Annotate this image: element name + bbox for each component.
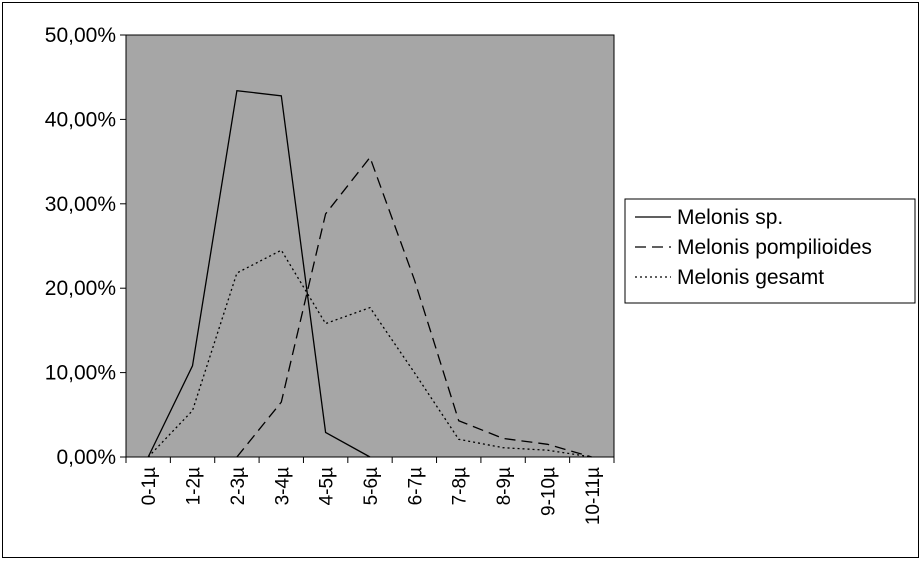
legend-label: Melonis sp. xyxy=(677,206,783,229)
x-tick-label: 3-4µ xyxy=(272,467,293,505)
series-lines xyxy=(147,89,592,458)
y-tick-label: 40,00% xyxy=(45,108,116,131)
x-tick-label: 10-11µ xyxy=(583,467,604,525)
series-line-1 xyxy=(147,89,371,458)
series-line-2 xyxy=(236,156,592,458)
plot-area xyxy=(125,34,615,458)
line-chart: 0,00% 10,00% 20,00% 30,00% 40,00% 50,00% 0-1µ… xyxy=(45,24,916,525)
legend-label: Melonis gesamt xyxy=(677,266,824,289)
legend-box xyxy=(624,198,916,304)
y-tick-label: 10,00% xyxy=(45,362,116,385)
x-tick-label: 7-8µ xyxy=(450,467,471,505)
x-tick-label: 8-9µ xyxy=(494,467,515,505)
x-axis: 0-1µ 1-2µ 2-3µ 3-4µ 4-5µ 5-6µ 6-7µ 7-8µ 8-9µ 9-10… xyxy=(125,457,615,525)
x-tick-label: 0-1µ xyxy=(139,467,160,505)
y-tick-label: 0,00% xyxy=(56,446,116,469)
legend-label: Melonis pompilioides xyxy=(677,236,872,259)
y-tick-label: 30,00% xyxy=(45,193,116,216)
y-tick-label: 50,00% xyxy=(45,24,116,47)
y-tick-label: 20,00% xyxy=(45,277,116,300)
x-tick-label: 1-2µ xyxy=(184,467,205,505)
y-axis: 0,00% 10,00% 20,00% 30,00% 40,00% 50,00% xyxy=(45,24,126,469)
x-tick-label: 6-7µ xyxy=(405,467,426,505)
x-tick-label: 5-6µ xyxy=(361,467,382,505)
x-tick-label: 4-5µ xyxy=(317,467,338,505)
x-tick-label: 9-10µ xyxy=(538,467,559,516)
legend: Melonis sp. Melonis pompilioides Melonis g… xyxy=(624,198,916,304)
series-line-3 xyxy=(147,249,592,458)
x-tick-label: 2-3µ xyxy=(228,467,249,505)
